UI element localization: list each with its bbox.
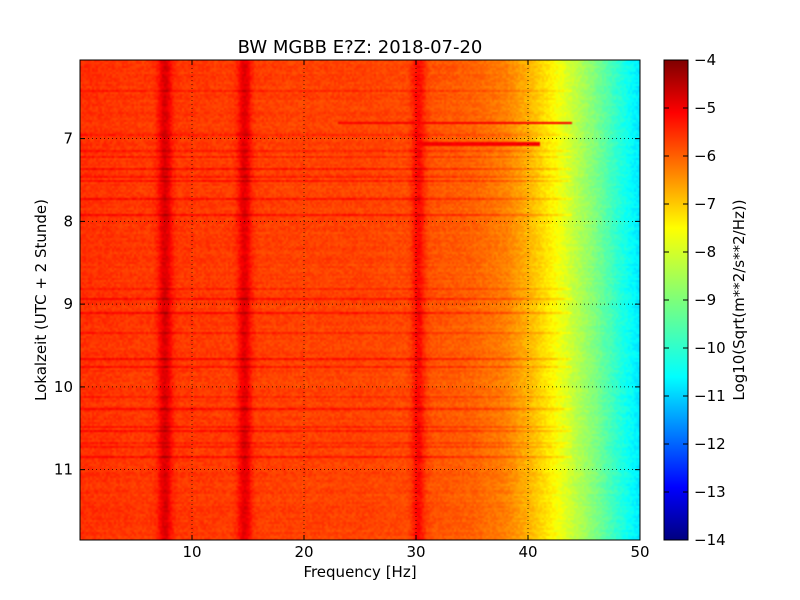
y-axis-label: Lokalzeit (UTC + 2 Stunde): [32, 199, 50, 401]
spectrogram-plot-area: [80, 60, 640, 540]
plot-frame: [79, 59, 641, 541]
colorbar-tick-label-0: −4: [694, 51, 716, 69]
colorbar-label: Log10(Sqrt(m**2/s**2/Hz)): [730, 199, 748, 400]
colorbar-tick-label-1: −5: [694, 99, 716, 117]
spectrogram-heatmap: [80, 60, 640, 540]
colorbar-tick-label-4: −8: [694, 243, 716, 261]
colorbar-tick-label-7: −11: [694, 387, 726, 405]
y-tick-label-0: 7: [63, 130, 73, 148]
colorbar-tick-label-6: −10: [694, 339, 726, 357]
y-tick-label-3: 10: [54, 378, 73, 396]
chart-title: BW MGBB E?Z: 2018-07-20: [238, 37, 483, 58]
grid-lines: [80, 60, 640, 540]
colorbar-tick-label-10: −14: [694, 531, 726, 549]
colorbar: −4 −5 −6 −7 −8 −9 −10 −11 −12 −13 −14 Log10(Sqrt(m…: [663, 51, 748, 549]
colorbar-ticks: −4 −5 −6 −7 −8 −9 −10 −11 −12 −13 −14: [664, 51, 726, 549]
y-tick-label-2: 9: [63, 295, 73, 313]
x-tick-label-4: 50: [630, 543, 649, 561]
y-tick-label-1: 8: [63, 212, 73, 230]
x-tick-label-1: 20: [294, 543, 313, 561]
colorbar-tick-label-5: −9: [694, 291, 716, 309]
x-tick-label-2: 30: [406, 543, 425, 561]
x-axis-label: Frequency [Hz]: [303, 563, 416, 581]
colorbar-tick-label-2: −6: [694, 147, 716, 165]
colorbar-tick-label-3: −7: [694, 195, 716, 213]
colorbar-tick-label-9: −13: [694, 483, 726, 501]
x-tick-label-3: 40: [518, 543, 537, 561]
x-tick-label-0: 10: [182, 543, 201, 561]
y-tick-label-4: 11: [54, 461, 73, 479]
colorbar-tick-label-8: −12: [694, 435, 726, 453]
y-axis-ticks: 7 8 9 10 11: [54, 130, 640, 479]
x-axis-ticks: 10 20 30 40 50: [182, 60, 650, 561]
